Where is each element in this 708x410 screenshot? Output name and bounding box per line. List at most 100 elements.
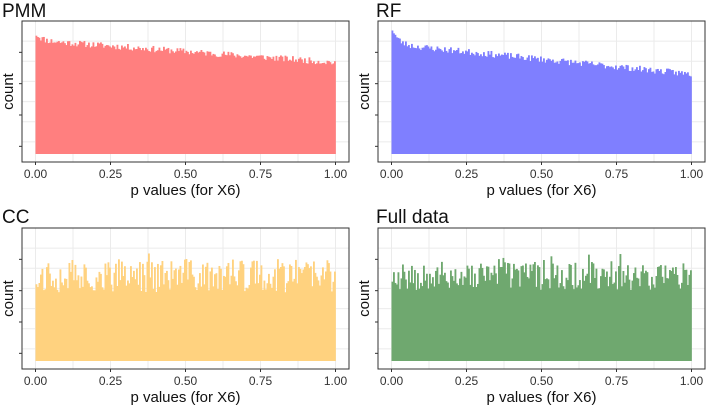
histogram-bar <box>205 266 207 361</box>
histogram-bar <box>625 64 628 154</box>
histogram-bar <box>88 283 90 361</box>
x-tick-label: 0.75 <box>605 167 629 181</box>
histogram-bar <box>681 282 683 361</box>
histogram-bar <box>432 49 434 154</box>
histogram-bar <box>244 291 246 361</box>
histogram-bar <box>49 273 51 361</box>
histogram-bar <box>200 286 203 361</box>
histogram-bar <box>308 57 311 154</box>
histogram-bar <box>119 280 122 361</box>
histogram-bar <box>453 50 455 154</box>
histogram-bar <box>610 261 613 361</box>
histogram-bar <box>137 46 140 155</box>
histogram-bar <box>472 53 475 155</box>
histogram-bar <box>38 283 41 361</box>
histogram-bar <box>688 75 691 154</box>
histogram-bar <box>302 269 305 361</box>
histogram-bar <box>305 63 308 154</box>
histogram-bar <box>65 45 68 154</box>
histogram-bar <box>601 268 604 361</box>
histogram-bar <box>125 285 128 361</box>
histogram-bar <box>652 71 655 154</box>
histogram-bar <box>58 292 60 361</box>
histogram-bar <box>178 51 180 154</box>
histogram-bar <box>669 69 671 154</box>
histogram-bar <box>211 55 213 154</box>
histogram-bar <box>139 262 141 361</box>
histogram-bar <box>233 55 236 154</box>
histogram-bar <box>191 274 194 361</box>
histogram-bar <box>305 262 308 361</box>
histogram-bar <box>639 65 641 154</box>
histogram-bar <box>637 70 640 154</box>
histogram-bar <box>94 290 96 361</box>
histogram-bar <box>160 265 162 361</box>
histogram-bar <box>163 46 165 154</box>
histogram-bar <box>47 263 50 361</box>
histogram-bar <box>328 61 330 154</box>
histogram-bar <box>412 47 415 154</box>
histogram-bar <box>295 59 297 154</box>
histogram-bar <box>121 261 123 361</box>
histogram-bar <box>221 53 224 154</box>
histogram-bar <box>190 260 192 361</box>
histogram-bar <box>469 54 472 154</box>
histogram-bar <box>79 40 81 154</box>
histogram-bar <box>103 289 105 361</box>
histogram-bar <box>541 284 544 361</box>
histogram-bar <box>131 50 134 154</box>
histogram-bar <box>685 73 688 154</box>
histogram-bar <box>525 59 527 154</box>
histogram-bars <box>35 35 336 155</box>
histogram-bar <box>427 46 430 154</box>
histogram-bar <box>167 280 170 361</box>
histogram-bar <box>179 265 182 361</box>
histogram-bar <box>604 276 607 361</box>
histogram-bar <box>281 56 284 154</box>
histogram-bar <box>43 36 45 155</box>
panel-title: Full data <box>376 207 449 228</box>
histogram-bar <box>502 54 505 155</box>
histogram-bar <box>615 65 617 154</box>
histogram-bar <box>537 57 539 154</box>
histogram-bar <box>331 64 333 154</box>
histogram-bar <box>394 34 397 154</box>
histogram-bar <box>397 272 400 361</box>
histogram-bar <box>504 52 506 154</box>
histogram-bar <box>510 287 512 361</box>
histogram-bar <box>196 290 198 361</box>
histogram-bar <box>119 49 122 154</box>
histogram-bar <box>86 45 89 154</box>
histogram-bar <box>227 51 230 155</box>
histogram-bar <box>630 71 632 154</box>
histogram-bar <box>450 47 452 154</box>
histogram-bar <box>442 51 445 154</box>
histogram-bar <box>672 69 674 154</box>
histogram-bar <box>44 42 47 154</box>
histogram-bar <box>573 289 575 361</box>
histogram-bar <box>423 47 425 154</box>
histogram-bar <box>433 286 436 361</box>
histogram-bar <box>241 57 243 155</box>
histogram-bar <box>469 284 472 361</box>
histogram-bar <box>639 286 641 361</box>
histogram-bar <box>289 264 291 361</box>
histogram-bar <box>496 283 499 361</box>
histogram-bar <box>76 280 78 361</box>
histogram-bar <box>262 55 264 154</box>
histogram-bar <box>217 57 219 154</box>
histogram-bar <box>435 49 437 154</box>
histogram-bar <box>232 53 234 155</box>
x-axis-ticks: 0.00 0.25 0.50 0.75 1.00 <box>380 369 704 388</box>
histogram-bar <box>67 41 69 155</box>
histogram-bar <box>134 279 137 361</box>
histogram-bar <box>484 55 487 154</box>
histogram-bar <box>439 274 442 361</box>
histogram-bar <box>585 275 587 361</box>
histogram-bar <box>618 68 620 154</box>
histogram-bar <box>405 279 407 361</box>
histogram-bar <box>546 278 548 361</box>
histogram-bar <box>196 51 198 155</box>
histogram-bar <box>319 285 321 361</box>
histogram-bar <box>462 51 464 154</box>
